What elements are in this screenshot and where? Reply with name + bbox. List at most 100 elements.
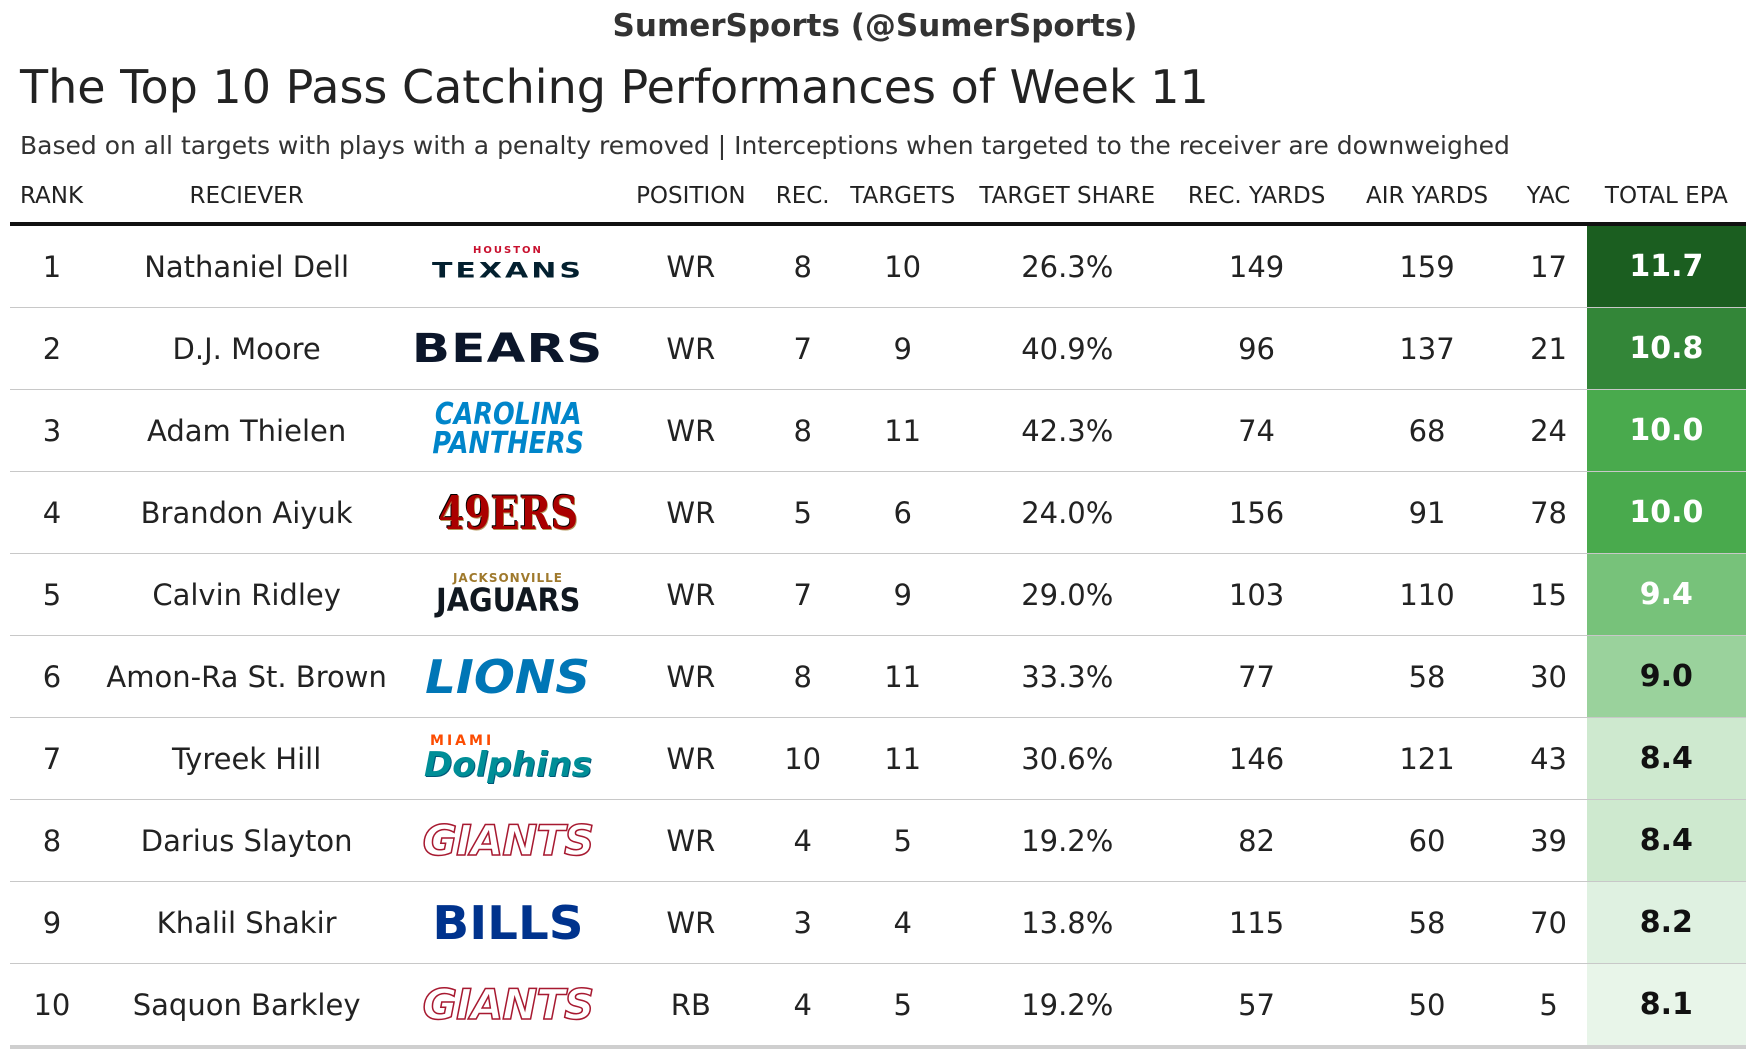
texans-logo: HOUSTON TEXANS [432, 246, 584, 286]
position-cell: RB [616, 963, 766, 1049]
rec-cell: 4 [765, 963, 841, 1049]
rec-yards-cell: 96 [1169, 307, 1344, 390]
header-receiver: RECIEVER [93, 170, 400, 226]
team-logo-cell: CAROLINA PANTHERS [399, 389, 617, 472]
team-logo-cell: BILLS [399, 881, 617, 964]
position-cell: WR [616, 717, 766, 800]
total-epa-cell: 11.7 [1586, 224, 1746, 308]
receiver-cell: Saquon Barkley [93, 963, 400, 1049]
table-row: 7 Tyreek Hill MIAMI Dolphins WR 10 11 30.6% 146 1… [10, 717, 1746, 800]
receiver-cell: Calvin Ridley [93, 553, 400, 636]
targets-cell: 10 [840, 224, 966, 308]
targets-cell: 11 [840, 389, 966, 472]
receiver-cell: Amon-Ra St. Brown [93, 635, 400, 718]
rec-yards-cell: 115 [1169, 881, 1344, 964]
position-cell: WR [616, 881, 766, 964]
team-logo-cell: 49ERS [399, 471, 617, 554]
table-row: 1 Nathaniel Dell HOUSTON TEXANS WR 8 10 26.3% 14… [10, 224, 1746, 308]
team-logo-cell: JACKSONVILLE JAGUARS [399, 553, 617, 636]
targets-cell: 11 [840, 717, 966, 800]
table-row: 10 Saquon Barkley GIANTS RB 4 5 19.2% 57 50 5 8.1 [10, 963, 1746, 1049]
air-yards-cell: 58 [1343, 881, 1511, 964]
rec-cell: 8 [765, 224, 841, 308]
yac-cell: 70 [1510, 881, 1587, 964]
air-yards-cell: 121 [1343, 717, 1511, 800]
targets-cell: 5 [840, 799, 966, 882]
header-targets: TARGETS [840, 170, 966, 226]
team-logo-cell: BEARS [399, 307, 617, 390]
header-target-share: TARGET SHARE [965, 170, 1170, 226]
receiver-cell: Khalil Shakir [93, 881, 400, 964]
page-title: The Top 10 Pass Catching Performances of… [20, 60, 1209, 114]
targets-cell: 6 [840, 471, 966, 554]
bears-logo: BEARS [412, 325, 604, 372]
target-share-cell: 33.3% [965, 635, 1170, 718]
total-epa-cell: 10.8 [1586, 307, 1746, 390]
total-epa-cell: 8.4 [1586, 799, 1746, 882]
rec-cell: 5 [765, 471, 841, 554]
target-share-cell: 29.0% [965, 553, 1170, 636]
giants-logo: GIANTS [422, 815, 595, 865]
targets-cell: 9 [840, 553, 966, 636]
total-epa-cell: 9.0 [1586, 635, 1746, 718]
header-team [399, 170, 617, 226]
team-logo-cell: HOUSTON TEXANS [399, 224, 617, 308]
attribution: SumerSports (@SumerSports) [612, 8, 1138, 44]
rank-cell: 8 [10, 799, 94, 882]
logo-text: TEXANS [431, 258, 584, 283]
receiver-cell: Tyreek Hill [93, 717, 400, 800]
49ers-logo: 49ERS [438, 485, 578, 540]
logo-text-small: MIAMI [430, 733, 495, 749]
rec-yards-cell: 57 [1169, 963, 1344, 1049]
rec-yards-cell: 82 [1169, 799, 1344, 882]
total-epa-cell: 9.4 [1586, 553, 1746, 636]
rank-cell: 4 [10, 471, 94, 554]
rank-cell: 1 [10, 224, 94, 308]
air-yards-cell: 58 [1343, 635, 1511, 718]
air-yards-cell: 159 [1343, 224, 1511, 308]
logo-text-small: JACKSONVILLE [452, 570, 563, 585]
panthers-logo: CAROLINA PANTHERS [432, 397, 584, 458]
lions-logo: LIONS [425, 649, 591, 704]
position-cell: WR [616, 471, 766, 554]
position-cell: WR [616, 307, 766, 390]
total-epa-cell: 8.1 [1586, 963, 1746, 1049]
target-share-cell: 42.3% [965, 389, 1170, 472]
rank-cell: 7 [10, 717, 94, 800]
rank-cell: 3 [10, 389, 94, 472]
yac-cell: 5 [1510, 963, 1587, 1049]
target-share-cell: 24.0% [965, 471, 1170, 554]
targets-cell: 9 [840, 307, 966, 390]
rank-cell: 9 [10, 881, 94, 964]
team-logo-cell: LIONS [399, 635, 617, 718]
rec-yards-cell: 146 [1169, 717, 1344, 800]
position-cell: WR [616, 389, 766, 472]
logo-text-small: HOUSTON [473, 245, 543, 256]
yac-cell: 17 [1510, 224, 1587, 308]
team-logo-cell: MIAMI Dolphins [399, 717, 617, 800]
position-cell: WR [616, 553, 766, 636]
table-row: 3 Adam Thielen CAROLINA PANTHERS WR 8 11 42.3% 7… [10, 389, 1746, 472]
position-cell: WR [616, 799, 766, 882]
team-logo-cell: GIANTS [399, 799, 617, 882]
table-row: 5 Calvin Ridley JACKSONVILLE JAGUARS WR 7 9 29.… [10, 553, 1746, 636]
yac-cell: 15 [1510, 553, 1587, 636]
rank-cell: 6 [10, 635, 94, 718]
yac-cell: 24 [1510, 389, 1587, 472]
table-row: 9 Khalil Shakir BILLS WR 3 4 13.8% 115 58 70 8.2 [10, 881, 1746, 964]
rec-cell: 7 [765, 553, 841, 636]
logo-text: JAGUARS [435, 580, 581, 619]
air-yards-cell: 137 [1343, 307, 1511, 390]
total-epa-cell: 8.4 [1586, 717, 1746, 800]
rec-yards-cell: 149 [1169, 224, 1344, 308]
rec-cell: 4 [765, 799, 841, 882]
targets-cell: 5 [840, 963, 966, 1049]
air-yards-cell: 60 [1343, 799, 1511, 882]
rec-cell: 8 [765, 389, 841, 472]
table-row: 6 Amon-Ra St. Brown LIONS WR 8 11 33.3% 77 58 30 9… [10, 635, 1746, 718]
yac-cell: 43 [1510, 717, 1587, 800]
page-subtitle: Based on all targets with plays with a p… [20, 131, 1510, 160]
logo-text-small: CAROLINA [434, 397, 582, 433]
giants-logo: GIANTS [422, 979, 595, 1029]
header-total-epa: TOTAL EPA [1586, 170, 1746, 226]
